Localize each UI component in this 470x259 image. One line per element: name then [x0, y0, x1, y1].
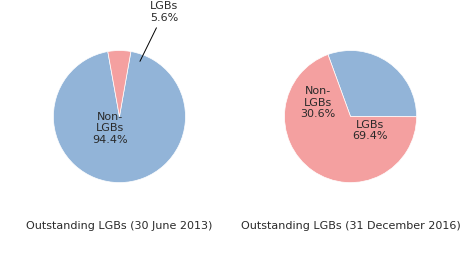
- Wedge shape: [54, 52, 186, 183]
- Text: LGBs
69.4%: LGBs 69.4%: [352, 120, 388, 141]
- Text: Outstanding LGBs (31 December 2016): Outstanding LGBs (31 December 2016): [241, 221, 461, 232]
- Wedge shape: [284, 54, 416, 183]
- Text: Non-
LGBs
94.4%: Non- LGBs 94.4%: [92, 112, 128, 145]
- Text: Non-
LGBs
30.6%: Non- LGBs 30.6%: [300, 86, 336, 119]
- Wedge shape: [328, 51, 416, 117]
- Wedge shape: [108, 51, 131, 117]
- Text: Outstanding LGBs (30 June 2013): Outstanding LGBs (30 June 2013): [26, 221, 212, 232]
- Text: LGBs
5.6%: LGBs 5.6%: [140, 1, 179, 61]
